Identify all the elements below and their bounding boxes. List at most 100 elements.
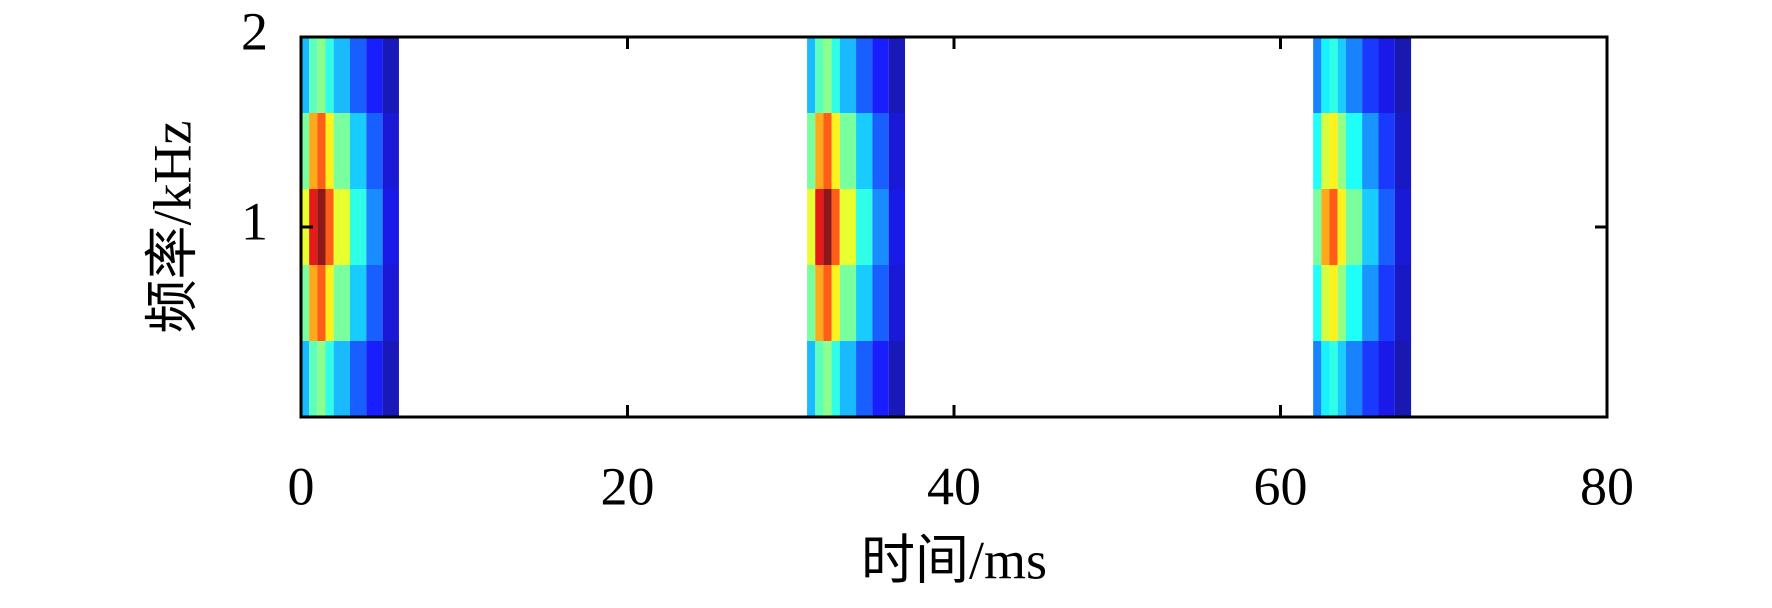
contour-cell	[309, 341, 318, 417]
contour-cell	[1337, 265, 1346, 341]
contour-cell	[831, 113, 840, 189]
contour-cell	[1329, 265, 1338, 341]
contour-cell	[301, 265, 310, 341]
contour-cell	[1345, 341, 1363, 417]
contour-cell	[1329, 37, 1338, 113]
contour-cell	[831, 189, 840, 265]
contour-cell	[831, 341, 840, 417]
contour-cell	[839, 341, 857, 417]
contour-cell	[1329, 189, 1338, 265]
contour-cell	[823, 189, 832, 265]
contour-cell	[333, 113, 350, 189]
contour-cell	[823, 37, 832, 113]
contour-cell	[333, 189, 350, 265]
x-tick-label: 80	[1580, 456, 1634, 516]
contour-cell	[1378, 265, 1395, 341]
contour-cell	[1321, 265, 1330, 341]
contour-cell	[349, 341, 367, 417]
contour-cell	[872, 189, 889, 265]
contour-cell	[366, 113, 383, 189]
contour-cell	[815, 189, 824, 265]
contour-cell	[888, 189, 906, 265]
contour-cell	[349, 113, 367, 189]
contour-cell	[1394, 341, 1412, 417]
contour-cell	[1337, 37, 1346, 113]
contour-cell	[1313, 265, 1322, 341]
contour-cell	[1337, 189, 1346, 265]
contour-cell	[366, 37, 383, 113]
contour-cell	[301, 341, 310, 417]
contour-cell	[301, 113, 310, 189]
contour-cell	[839, 265, 857, 341]
contour-cell	[1362, 37, 1379, 113]
contour-cell	[1362, 341, 1379, 417]
contour-cell	[807, 37, 816, 113]
contour-cell	[1345, 265, 1363, 341]
contour-cell	[325, 341, 334, 417]
y-tick-label: 1	[241, 191, 268, 251]
contour-cell	[807, 189, 816, 265]
contour-cell	[1378, 189, 1395, 265]
contour-cell	[831, 37, 840, 113]
contour-cell	[1313, 341, 1322, 417]
x-tick-label: 0	[288, 456, 315, 516]
x-axis-label: 时间/ms	[861, 530, 1047, 590]
contour-cell	[382, 265, 399, 341]
contour-cell	[333, 341, 350, 417]
contour-cell	[856, 341, 873, 417]
contour-cell	[823, 265, 832, 341]
contour-cell	[309, 37, 318, 113]
x-tick-label: 40	[927, 456, 981, 516]
contour-cell	[317, 113, 326, 189]
contour-cell	[839, 189, 857, 265]
contour-cell	[382, 37, 399, 113]
contour-cell	[831, 265, 840, 341]
contour-cell	[888, 37, 906, 113]
contour-cell	[349, 265, 367, 341]
contour-cell	[349, 37, 367, 113]
contour-cell	[856, 37, 873, 113]
contour-cell	[317, 189, 326, 265]
contour-cell	[1394, 189, 1412, 265]
contour-cell	[888, 341, 906, 417]
contour-cell	[1394, 113, 1412, 189]
contour-cell	[807, 341, 816, 417]
plot-frame	[299, 35, 1609, 419]
contour-cell	[1321, 189, 1330, 265]
contour-cell	[325, 37, 334, 113]
contour-cell	[366, 341, 383, 417]
contour-cell	[309, 265, 318, 341]
y-axis-label: 频率/kHz	[142, 121, 202, 334]
contour-cell	[325, 265, 334, 341]
contour-cell	[839, 37, 857, 113]
contour-cell	[1337, 113, 1346, 189]
contour-cell	[1394, 37, 1412, 113]
contour-cell	[815, 113, 824, 189]
contour-cell	[1337, 341, 1346, 417]
contour-cell	[382, 113, 399, 189]
contour-cell	[888, 265, 906, 341]
contour-cell	[325, 189, 334, 265]
contour-cell	[1345, 113, 1363, 189]
contour-cell	[1329, 341, 1338, 417]
y-tick-label: 2	[241, 1, 268, 61]
contour-cell	[872, 113, 889, 189]
contour-cell	[823, 341, 832, 417]
contour-cell	[1378, 341, 1395, 417]
contour-cell	[823, 113, 832, 189]
contour-cell	[872, 37, 889, 113]
x-tick-label: 60	[1254, 456, 1308, 516]
contour-cell	[872, 265, 889, 341]
contour-cell	[317, 341, 326, 417]
contour-cell	[366, 265, 383, 341]
contour-cell	[1362, 189, 1379, 265]
contour-cell	[1362, 265, 1379, 341]
contour-cell	[317, 265, 326, 341]
contour-cell	[839, 113, 857, 189]
contour-cell	[1378, 37, 1395, 113]
contour-cell	[309, 113, 318, 189]
contour-cell	[1394, 265, 1412, 341]
contour-cell	[1362, 113, 1379, 189]
contour-cell	[301, 37, 310, 113]
